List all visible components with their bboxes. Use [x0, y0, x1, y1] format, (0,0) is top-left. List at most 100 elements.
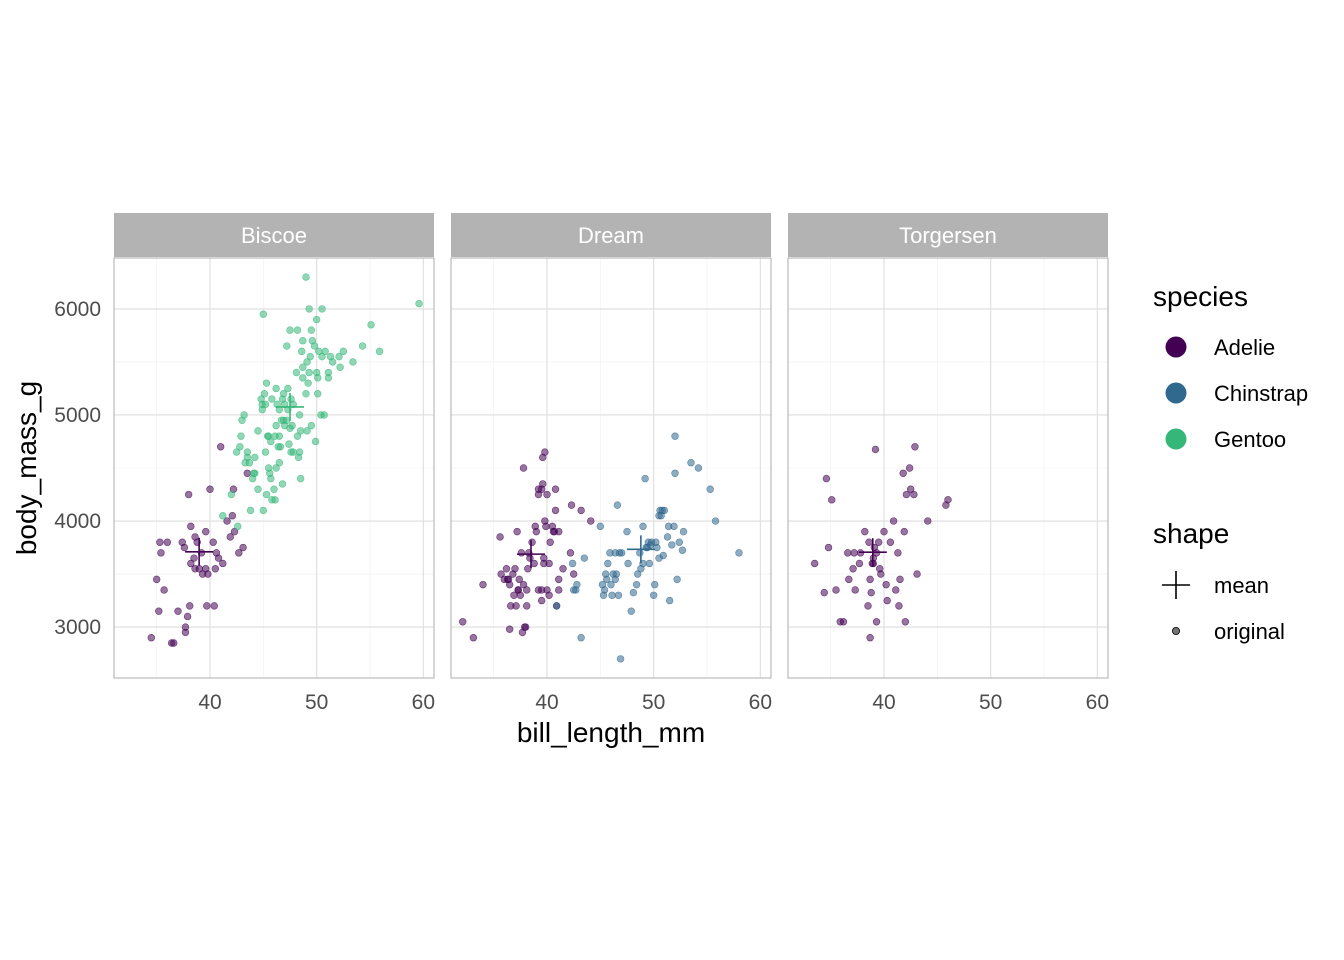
point-adelie — [519, 580, 528, 589]
point-gentoo — [270, 485, 278, 493]
point-gentoo — [324, 374, 333, 382]
x-axis-tick-labels: 40 50 60 40 50 60 40 50 60 — [198, 691, 1109, 714]
point-adelie — [152, 575, 161, 584]
point-adelie — [882, 580, 890, 589]
point-chinstrap — [679, 527, 688, 536]
point-gentoo — [278, 480, 287, 488]
point-adelie — [844, 549, 852, 557]
panel-border — [450, 257, 772, 679]
point-adelie — [872, 618, 881, 626]
point-chinstrap — [660, 506, 669, 515]
point-adelie — [546, 538, 554, 546]
x-tick-label: 40 — [872, 691, 895, 714]
point-adelie — [566, 549, 575, 557]
point-adelie — [861, 527, 869, 536]
y-tick-label: 3000 — [54, 616, 101, 639]
point-adelie — [910, 490, 918, 499]
point-chinstrap — [627, 607, 635, 615]
point-adelie — [851, 586, 859, 594]
point-chinstrap — [649, 591, 658, 599]
legend-key-mean — [1162, 571, 1190, 599]
point-gentoo — [254, 485, 262, 493]
point-adelie — [850, 549, 858, 557]
point-gentoo — [251, 453, 259, 462]
point-adelie — [534, 485, 543, 493]
point-adelie — [502, 565, 511, 573]
point-chinstrap — [629, 588, 638, 597]
point-chinstrap — [632, 580, 641, 589]
mean-marker-adelie — [858, 538, 887, 567]
point-gentoo — [311, 437, 320, 446]
point-adelie — [855, 559, 864, 568]
legend-dot — [1172, 627, 1181, 636]
point-chinstrap — [637, 565, 645, 573]
strip-label-biscoe: Biscoe — [241, 223, 307, 248]
point-gentoo — [288, 421, 296, 430]
gridlines — [451, 258, 771, 678]
point-gentoo — [237, 432, 245, 440]
strip-label-torgersen: Torgersen — [899, 223, 997, 248]
point-adelie — [523, 586, 531, 594]
point-chinstrap — [645, 559, 654, 568]
point-gentoo — [320, 411, 328, 419]
point-chinstrap — [623, 527, 631, 536]
point-adelie — [551, 485, 560, 493]
point-chinstrap — [568, 559, 577, 568]
point-chinstrap — [639, 522, 647, 531]
point-adelie — [206, 485, 214, 493]
mean-marker-chinstrap — [626, 535, 655, 564]
legend-title-shape: shape — [1153, 518, 1229, 549]
point-gentoo — [339, 347, 348, 356]
point-adelie — [832, 586, 840, 594]
facet-panel-torgersen: Torgersen — [787, 213, 1109, 679]
point-adelie — [896, 575, 904, 584]
point-adelie — [849, 565, 857, 573]
point-adelie — [545, 591, 553, 599]
point-chinstrap — [577, 633, 585, 642]
point-gentoo — [289, 448, 297, 456]
point-adelie — [534, 586, 543, 594]
point-adelie — [587, 517, 595, 525]
point-gentoo — [240, 411, 248, 419]
point-adelie — [555, 586, 563, 594]
legend-species-entries: Adelie Chinstrap Gentoo — [1165, 335, 1308, 452]
point-adelie — [243, 469, 252, 478]
point-gentoo — [272, 384, 280, 393]
point-gentoo — [246, 506, 255, 515]
point-chinstrap — [552, 602, 561, 610]
point-gentoo — [307, 326, 316, 334]
point-adelie — [190, 554, 198, 562]
point-adelie — [924, 517, 932, 525]
point-chinstrap — [611, 575, 619, 584]
point-adelie — [198, 570, 207, 578]
point-adelie — [187, 559, 195, 568]
point-adelie — [203, 602, 211, 610]
point-adelie — [155, 607, 163, 615]
point-adelie — [239, 543, 247, 552]
point-adelie — [469, 633, 478, 642]
point-gentoo — [304, 379, 312, 387]
point-adelie — [867, 588, 875, 597]
point-chinstrap — [608, 591, 616, 599]
legend-label-adelie: Adelie — [1214, 335, 1275, 360]
point-adelie — [223, 517, 231, 525]
legend-label-gentoo: Gentoo — [1214, 427, 1286, 452]
point-adelie — [845, 575, 853, 584]
legend-label-chinstrap: Chinstrap — [1214, 381, 1308, 406]
point-gentoo — [234, 522, 242, 531]
x-tick-label: 50 — [642, 691, 665, 714]
point-gentoo — [268, 395, 276, 403]
point-adelie — [479, 580, 487, 589]
point-adelie — [822, 474, 831, 483]
point-adelie — [810, 559, 819, 568]
point-adelie — [186, 602, 194, 610]
point-gentoo — [314, 390, 322, 398]
y-axis-tick-labels: 3000 4000 5000 6000 — [54, 298, 101, 639]
point-adelie — [902, 490, 911, 499]
point-gentoo — [321, 347, 329, 356]
point-adelie — [944, 496, 952, 504]
point-chinstrap — [663, 533, 672, 541]
point-chinstrap — [653, 543, 661, 552]
point-adelie — [524, 565, 532, 573]
x-tick-label: 50 — [979, 691, 1002, 714]
